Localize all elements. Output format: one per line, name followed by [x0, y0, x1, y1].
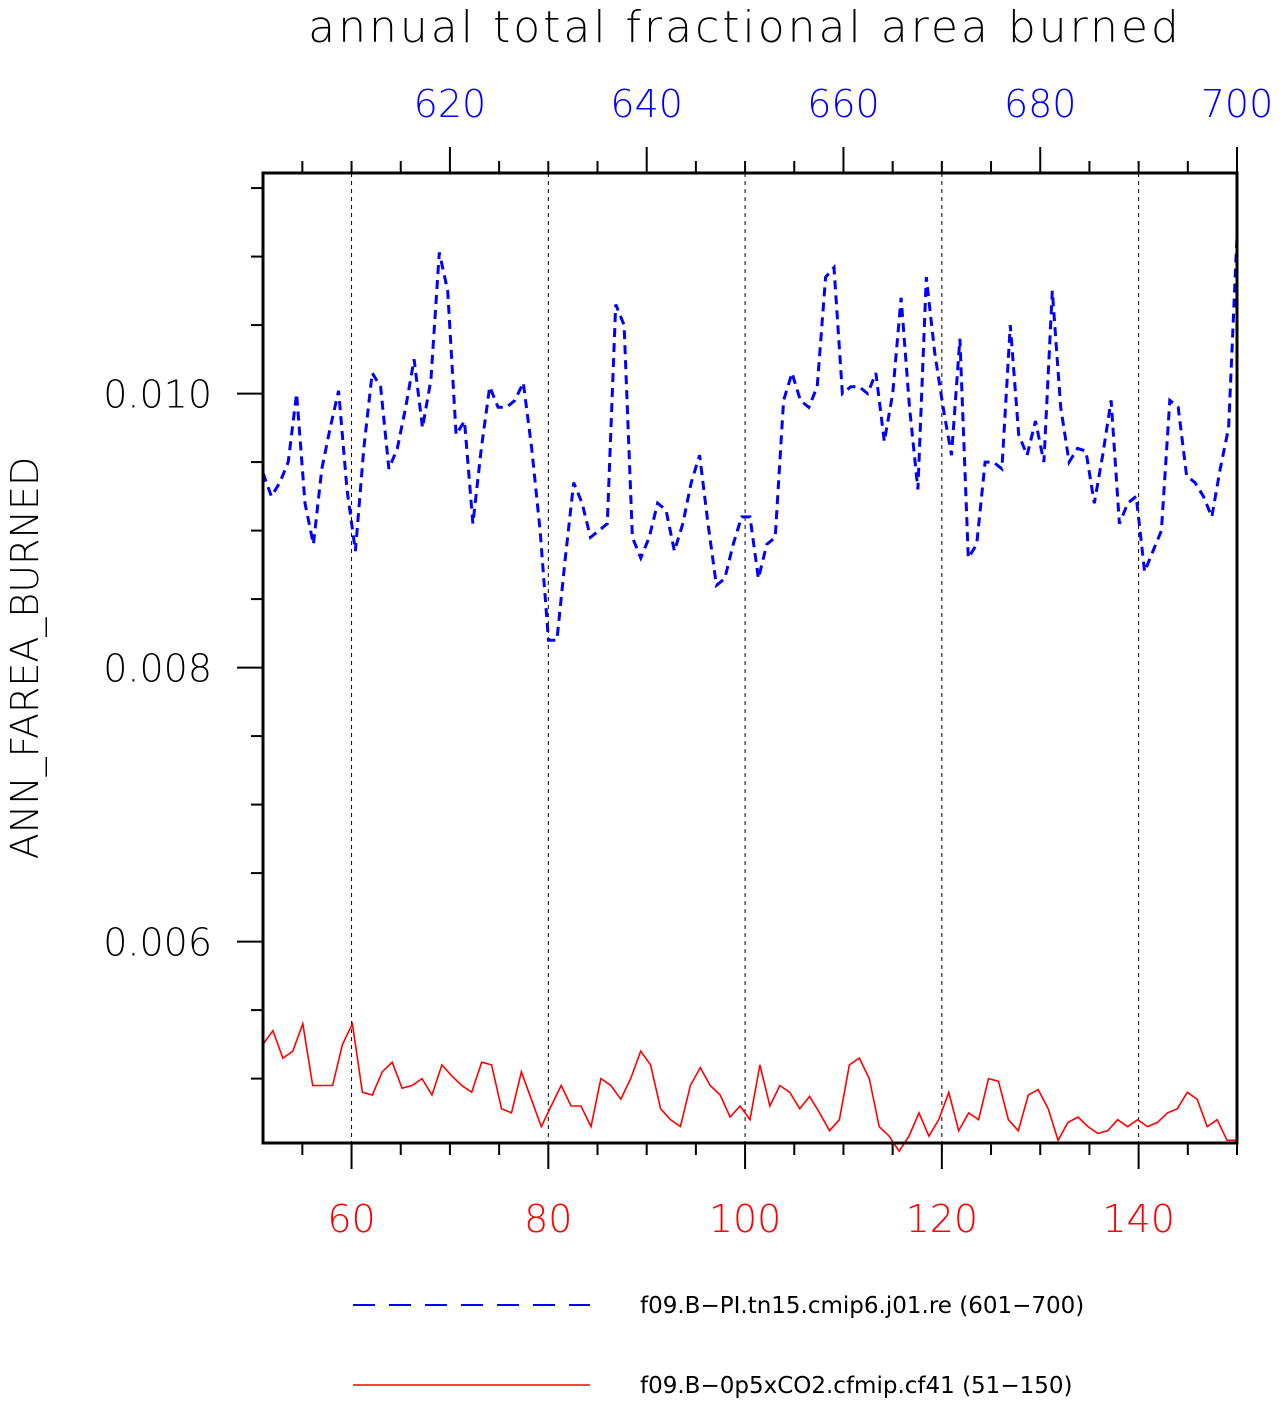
- x-top-tick-label-0: 620: [414, 82, 487, 126]
- x-bottom-tick-label-0: 60: [327, 1197, 375, 1241]
- legend: f09.B−PI.tn15.cmip6.j01.re (601−700) f09…: [353, 1293, 1084, 1399]
- x-bottom-tick-label-2: 100: [709, 1197, 782, 1241]
- axes: [261, 171, 1239, 1145]
- legend-label-red: f09.B−0p5xCO2.cfmip.cf41 (51−150): [640, 1373, 1072, 1399]
- x-top-tick-label-2: 660: [807, 82, 880, 126]
- x-top-tick-label-4: 700: [1201, 82, 1274, 126]
- y-tick-label-0: 0.006: [103, 921, 212, 965]
- legend-label-blue: f09.B−PI.tn15.cmip6.j01.re (601−700): [640, 1293, 1084, 1319]
- ticks: 0.006 0.008 0.010 60 80 100 120 140 620 640 660 680…: [103, 82, 1273, 1241]
- series-line-1: [262, 1020, 1237, 1153]
- y-tick-label-1: 0.008: [103, 647, 212, 691]
- x-bottom-tick-label-3: 120: [906, 1197, 979, 1241]
- series-line-0: [261, 235, 1239, 642]
- plot-frame: [261, 171, 1239, 1145]
- x-bottom-tick-label-4: 140: [1102, 1197, 1175, 1241]
- y-axis-label: ANN_FAREA_BURNED: [3, 457, 48, 859]
- x-top-tick-label-3: 680: [1004, 82, 1077, 126]
- y-tick-label-2: 0.010: [103, 373, 212, 417]
- gridlines: [351, 173, 1140, 1143]
- chart-title: annual total fractional area burned: [308, 2, 1182, 53]
- plot-lines: [261, 235, 1239, 1153]
- x-bottom-tick-label-1: 80: [524, 1197, 572, 1241]
- x-top-tick-label-1: 640: [610, 82, 683, 126]
